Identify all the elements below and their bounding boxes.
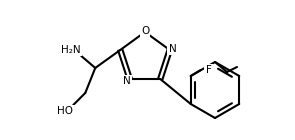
Text: F: F xyxy=(206,65,212,75)
Text: H₂N: H₂N xyxy=(61,45,81,55)
Text: O: O xyxy=(141,26,149,36)
Text: N: N xyxy=(123,76,131,86)
Text: HO: HO xyxy=(57,106,73,116)
Text: N: N xyxy=(169,44,177,54)
